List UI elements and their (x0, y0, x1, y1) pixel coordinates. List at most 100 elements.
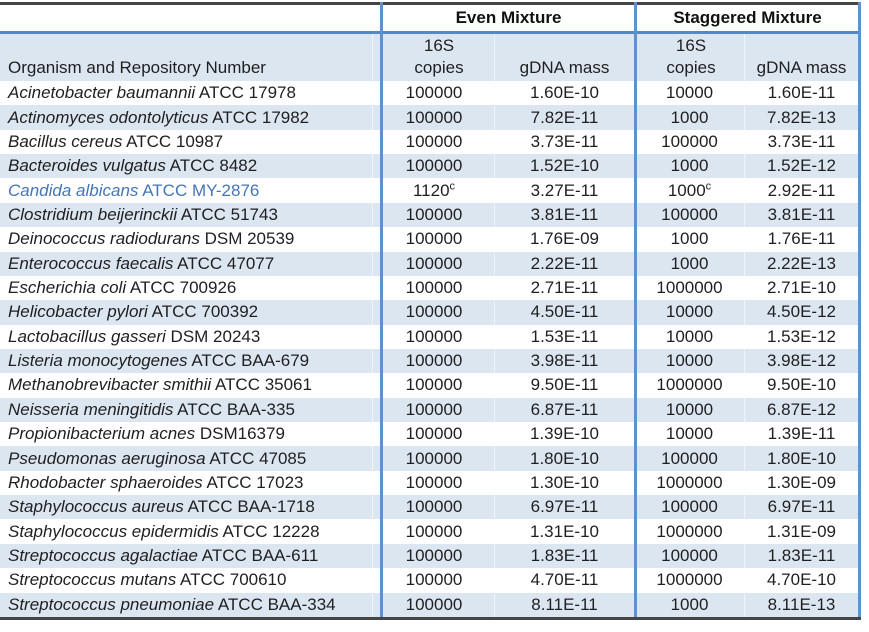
staggered-gdna-mass-value: 2.22E-13 (767, 253, 836, 273)
staggered-16s-copies-cell: 10000 (634, 83, 745, 103)
staggered-gdna-mass-cell: 1.31E-09 (745, 522, 858, 542)
table-row: Candida albicans ATCC MY-2876 1120c 3.27… (0, 178, 858, 203)
staggered-gdna-mass-cell: 2.92E-11 (745, 181, 858, 201)
table-row: Acinetobacter baumannii ATCC 17978 10000… (0, 81, 858, 106)
table-row: Rhodobacter sphaeroides ATCC 17023 10000… (0, 470, 858, 496)
staggered-16s-copies-cell: 1000 (634, 595, 745, 615)
repository-number: ATCC 51743 (180, 204, 278, 224)
even-16s-copies-value: 100000 (405, 472, 463, 492)
repository-number: ATCC MY-2876 (142, 180, 260, 200)
even-16s-copies-value: 100000 (405, 156, 463, 176)
organism-cell: Streptococcus pneumoniae ATCC BAA-334 (0, 595, 373, 615)
even-16s-copies-cell: 100000 (373, 400, 495, 420)
subheader-row: Organism and Repository Number 16S copie… (0, 34, 858, 81)
table-body: Acinetobacter baumannii ATCC 17978 10000… (0, 81, 858, 617)
staggered-gdna-mass-value: 6.87E-12 (767, 399, 836, 419)
staggered-copies-header-line2: copies (666, 58, 716, 77)
staggered-gdna-mass-cell: 1.39E-11 (745, 424, 858, 444)
even-gdna-mass-cell: 6.97E-11 (495, 497, 634, 517)
organism-cell: Streptococcus mutans ATCC 700610 (0, 570, 373, 590)
staggered-16s-copies-value: 100000 (661, 546, 718, 565)
repository-number: ATCC 47077 (177, 253, 275, 273)
even-16s-copies-value: 100000 (405, 594, 463, 614)
organism-cell: Escherichia coli ATCC 700926 (0, 278, 373, 298)
even-gdna-mass-cell: 4.50E-11 (495, 302, 634, 322)
even-16s-copies-cell: 100000 (373, 278, 495, 298)
staggered-16s-copies-cell: 100000 (634, 497, 745, 517)
even-gdna-mass-cell: 3.98E-11 (495, 351, 634, 371)
organism-cell: Acinetobacter baumannii ATCC 17978 (0, 83, 373, 103)
even-gdna-mass-cell: 3.27E-11 (495, 181, 634, 201)
repository-number: ATCC 17982 (212, 107, 310, 127)
staggered-gdna-mass-cell: 8.11E-13 (745, 595, 858, 615)
staggered-gdna-mass-value: 4.50E-12 (767, 302, 836, 322)
organism-name: Neisseria meningitidis (8, 399, 174, 419)
even-16s-copies-value: 100000 (405, 204, 463, 224)
even-16s-copies-value: 100000 (405, 424, 463, 444)
even-gdna-mass-value: 4.70E-11 (530, 570, 599, 590)
even-gdna-mass-cell: 3.73E-11 (495, 132, 634, 152)
even-16s-copies-cell: 100000 (373, 473, 495, 493)
even-gdna-mass-value: 4.50E-11 (530, 302, 599, 322)
even-16s-copies-value: 100000 (405, 278, 463, 298)
even-16s-copies-value: 100000 (405, 83, 463, 103)
organism-name: Listeria monocytogenes (8, 351, 188, 371)
even-gdna-mass-value: 2.71E-11 (530, 278, 599, 298)
staggered-gdna-mass-value: 1.31E-09 (767, 521, 836, 541)
repository-number: DSM 20243 (170, 326, 261, 346)
even-16s-copies-cell: 100000 (373, 424, 495, 444)
staggered-16s-copies-cell: 100000 (634, 449, 745, 469)
even-gdna-mass-cell: 7.82E-11 (495, 108, 634, 128)
staggered-16s-copies-cell: 10000 (634, 327, 745, 347)
staggered-gdna-mass-cell: 4.50E-12 (745, 302, 858, 322)
even-16s-copies-value: 100000 (405, 375, 463, 395)
even-16s-copies-value: 1120 (412, 180, 450, 200)
staggered-16s-copies-cell: 1000000 (634, 473, 745, 493)
staggered-gdna-mass-cell: 1.30E-09 (745, 473, 858, 493)
organism-cell: Staphylococcus epidermidis ATCC 12228 (0, 522, 373, 542)
staggered-16s-header-line1: 16S (675, 36, 707, 55)
staggered-gdna-mass-cell: 1.60E-11 (745, 83, 858, 103)
even-16s-copies-cell: 100000 (373, 83, 495, 103)
organism-name: Bacteroides vulgatus (8, 156, 166, 176)
staggered-16s-copies-value: 1000 (667, 180, 706, 200)
even-gdna-mass-value: 1.80E-10 (530, 448, 599, 468)
staggered-16s-copies-cell: 10000 (634, 400, 745, 420)
staggered-gdna-mass-cell: 2.22E-13 (745, 254, 858, 274)
even-gdna-mass-cell: 1.60E-10 (495, 83, 634, 103)
organism-name: Pseudomonas aeruginosa (8, 448, 206, 468)
even-16s-copies-value: 100000 (405, 399, 463, 419)
staggered-16s-copies-value: 100000 (661, 131, 718, 151)
staggered-16s-copies-cell: 100000 (634, 132, 745, 152)
staggered-16s-copies-cell: 100000 (634, 546, 745, 566)
even-gdna-mass-cell: 1.80E-10 (495, 449, 634, 469)
staggered-gdna-mass-value: 1.39E-11 (767, 424, 836, 444)
even-16s-copies-value: 100000 (405, 546, 463, 565)
even-16s-copies-cell: 100000 (373, 522, 495, 542)
repository-number: ATCC 700610 (180, 570, 287, 590)
even-gdna-mass-value: 1.60E-10 (530, 83, 599, 103)
even-16s-header-line1: 16S (423, 36, 455, 55)
table-row: Escherichia coli ATCC 700926 100000 2.71… (0, 275, 858, 301)
staggered-gdna-mass-value: 2.92E-11 (767, 180, 836, 200)
repository-number: ATCC BAA-334 (217, 594, 336, 614)
staggered-gdna-mass-value: 7.82E-13 (767, 107, 836, 127)
staggered-16s-copies-cell: 1000 (634, 108, 745, 128)
table-row: Pseudomonas aeruginosa ATCC 47085 100000… (0, 446, 858, 471)
organism-cell: Bacillus cereus ATCC 10987 (0, 132, 373, 152)
staggered-16s-copies-value: 100000 (661, 204, 718, 224)
organism-cell: Listeria monocytogenes ATCC BAA-679 (0, 351, 373, 371)
table-row: Clostridium beijerinckii ATCC 51743 1000… (0, 202, 858, 228)
even-16s-copies-cell: 100000 (373, 595, 495, 615)
even-gdna-mass-cell: 4.70E-11 (495, 570, 634, 590)
table-row: Methanobrevibacter smithii ATCC 35061 10… (0, 373, 858, 398)
repository-number: ATCC 700926 (129, 278, 237, 298)
table-row: Bacillus cereus ATCC 10987 100000 3.73E-… (0, 129, 858, 155)
even-16s-copies-value: 100000 (405, 131, 463, 151)
staggered-16s-copies-value: 1000000 (656, 375, 723, 395)
staggered-gdna-mass-cell: 3.73E-11 (745, 132, 858, 152)
footnote-marker: c (449, 180, 456, 192)
table-row: Bacteroides vulgatus ATCC 8482 100000 1.… (0, 154, 858, 179)
staggered-gdna-mass-value: 1.80E-10 (767, 448, 836, 468)
staggered-gdna-mass-cell: 2.71E-10 (745, 278, 858, 298)
